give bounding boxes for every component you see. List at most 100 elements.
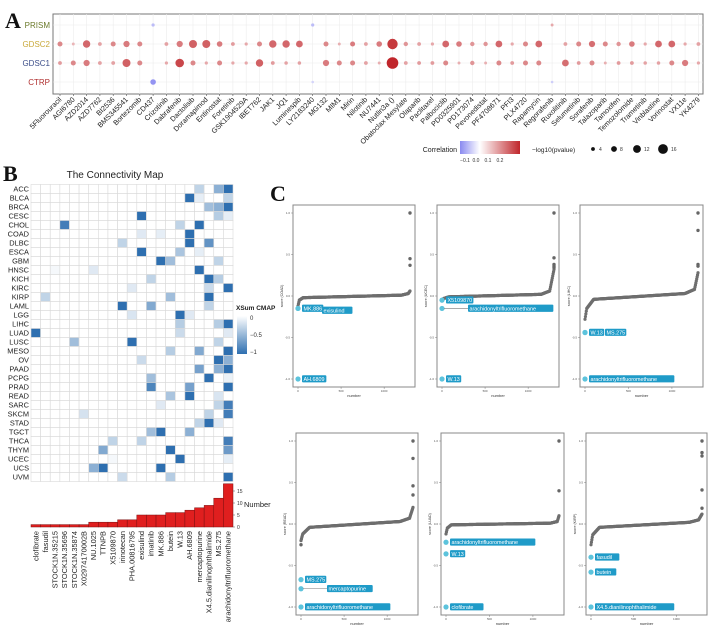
y-axis-label: score (READ) <box>283 513 287 535</box>
highlighted-drug-label: X5109870 <box>448 298 473 304</box>
bar <box>184 509 195 528</box>
heatmap-cell <box>40 193 51 203</box>
heatmap-cell <box>40 373 51 383</box>
heatmap-cell <box>107 427 118 437</box>
highlighted-drug-label: MS.275 <box>307 578 326 584</box>
heatmap-cell <box>30 400 41 410</box>
score-point <box>411 505 415 509</box>
heatmap-cell <box>223 193 234 203</box>
heatmap-cell <box>78 373 90 383</box>
heatmap-cell <box>213 337 224 347</box>
cancer-type-label: PCPG <box>8 373 29 382</box>
correlation-dot <box>669 60 675 66</box>
heatmap-cell <box>126 445 138 455</box>
heatmap-cell <box>126 463 138 473</box>
heatmap-cell <box>107 211 118 221</box>
heatmap-cell <box>184 436 195 446</box>
heatmap-cell <box>165 337 176 347</box>
heatmap-cell <box>49 454 61 464</box>
heatmap-cell <box>203 256 215 266</box>
heatmap-cell <box>174 256 186 266</box>
correlation-dot <box>190 60 196 66</box>
heatmap-cell <box>146 184 157 194</box>
heatmap-cell <box>203 292 215 302</box>
outlier-point <box>408 263 412 267</box>
y-tick-label: -0.5 <box>285 336 291 340</box>
heatmap-cell <box>59 445 70 455</box>
heatmap-cell <box>126 220 138 230</box>
heatmap-cell <box>126 382 138 392</box>
cancer-type-label: UCEC <box>8 454 30 463</box>
heatmap-cell <box>194 193 205 203</box>
panel-label-c: C <box>270 181 286 206</box>
heatmap-cell <box>213 211 224 221</box>
correlation-dot <box>311 80 315 84</box>
size-legend-dot <box>658 144 668 154</box>
heatmap-cell <box>78 211 90 221</box>
bar <box>155 514 166 528</box>
x-tick-label: 500 <box>483 389 488 393</box>
heatmap-cell <box>213 256 224 266</box>
correlation-dot <box>562 59 569 67</box>
drug-label-box <box>446 296 474 304</box>
drug-label-box <box>302 304 324 312</box>
outlier-point <box>411 484 415 488</box>
heatmap-cell <box>30 472 41 482</box>
y-tick-label: 0.5 <box>286 253 291 257</box>
heatmap-cell <box>174 436 186 446</box>
heatmap-cell <box>126 454 138 464</box>
heatmap-cell <box>223 355 234 365</box>
heatmap-cell <box>174 373 186 383</box>
score-point <box>583 314 588 319</box>
heatmap-cell <box>203 472 215 482</box>
heatmap-cell <box>126 256 138 266</box>
cancer-type-label: THYM <box>8 445 29 454</box>
heatmap-cell <box>126 319 138 329</box>
heatmap-cell <box>30 391 41 401</box>
heatmap-cell <box>69 274 80 284</box>
heatmap-cell <box>155 427 166 437</box>
heatmap-cell <box>213 364 224 374</box>
size-legend-tick: 8 <box>620 147 623 153</box>
heatmap-cell <box>194 445 205 455</box>
heatmap-cell <box>136 238 147 248</box>
heatmap-cell <box>98 229 109 239</box>
heatmap-cell <box>223 382 234 392</box>
heatmap-cell <box>165 472 176 482</box>
heatmap-cell <box>98 418 109 428</box>
heatmap-cell <box>126 229 138 239</box>
heatmap-cell <box>203 193 215 203</box>
cancer-type-label: DLBC <box>9 238 29 247</box>
heatmap-cell <box>155 274 166 284</box>
heatmap-cell <box>194 373 205 383</box>
heatmap-cell <box>117 193 128 203</box>
y-axis-label: score (LIHC) <box>567 286 571 306</box>
heatmap-cell <box>194 247 205 257</box>
heatmap-cell <box>146 418 157 428</box>
heatmap-cell <box>78 427 90 437</box>
cancer-type-label: UCS <box>13 463 29 472</box>
heatmap-cell <box>117 463 128 473</box>
heatmap-cell <box>59 427 70 437</box>
heatmap-cell <box>155 472 166 482</box>
heatmap-cell <box>40 319 51 329</box>
heatmap-cell <box>78 247 90 257</box>
heatmap-cell <box>107 400 118 410</box>
heatmap-cell <box>136 274 147 284</box>
heatmap-cell <box>126 301 138 311</box>
heatmap-cell <box>165 220 176 230</box>
heatmap-cell <box>136 229 147 239</box>
heatmap-cell <box>194 229 205 239</box>
heatmap-cell <box>155 418 166 428</box>
drug-bar-label: TTNPB <box>99 531 108 555</box>
heatmap-cell <box>49 292 61 302</box>
outlier-point <box>696 264 700 268</box>
correlation-dot <box>696 61 701 65</box>
correlation-dot <box>337 42 341 46</box>
heatmap-cell <box>126 193 138 203</box>
heatmap-cell <box>126 310 138 320</box>
heatmap-cell <box>136 472 147 482</box>
heatmap-cell <box>184 391 195 401</box>
heatmap-cell <box>155 328 166 338</box>
heatmap-cell <box>146 238 157 248</box>
